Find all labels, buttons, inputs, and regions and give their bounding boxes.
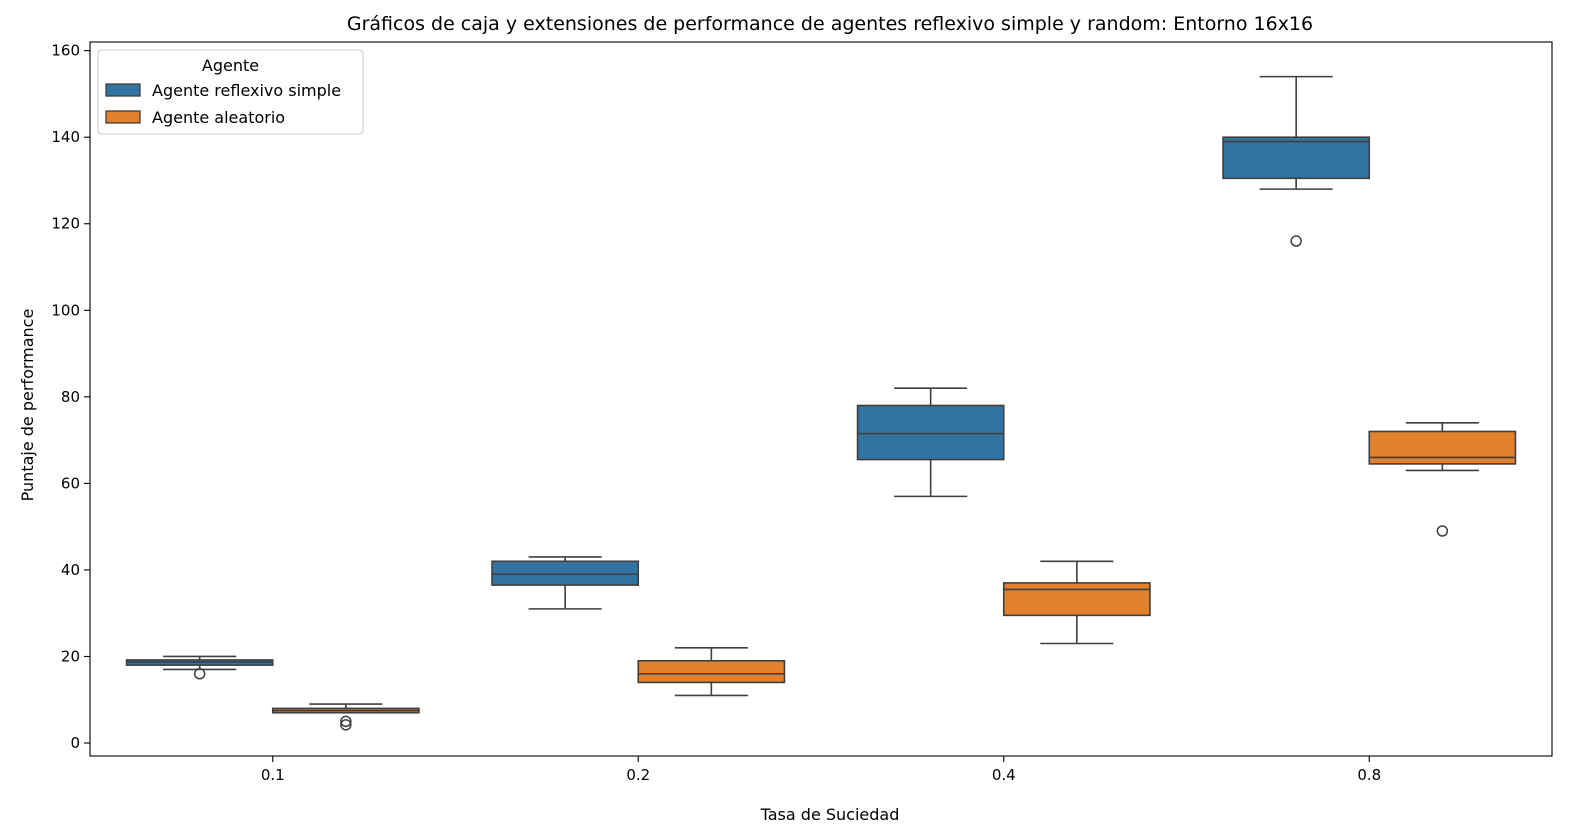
box-iqr <box>1368 430 1517 465</box>
x-axis-label: Tasa de Suciedad <box>760 805 900 824</box>
y-tick-label: 80 <box>61 388 80 406</box>
box-iqr <box>1222 136 1371 180</box>
x-tick-label: 0.4 <box>992 766 1016 784</box>
box-0.1 <box>271 703 420 731</box>
box-iqr <box>856 404 1005 461</box>
box-0.8 <box>1222 75 1371 247</box>
x-tick-label: 0.2 <box>626 766 650 784</box>
plot-area <box>125 75 1517 731</box>
y-tick-label: 100 <box>51 301 80 319</box>
chart-title: Gráficos de caja y extensiones de perfor… <box>347 13 1313 35</box>
x-tick-label: 0.8 <box>1357 766 1381 784</box>
legend-title: Agente <box>202 56 259 75</box>
outlier-point <box>340 719 352 731</box>
axes: 0 20 40 60 80 100 120 140 160 0.1 0.2 0.4 0.8 <box>51 41 1553 784</box>
y-tick-label: 40 <box>61 561 80 579</box>
legend: Agente Agente reflexivo simple Agente alea… <box>97 49 364 135</box>
plot-frame <box>89 41 1553 757</box>
x-tick-label: 0.1 <box>261 766 285 784</box>
legend-swatch <box>105 110 141 124</box>
legend-label: Agente aleatorio <box>152 108 285 127</box>
box-0.2 <box>637 647 786 697</box>
legend-frame <box>97 49 364 135</box>
box-0.4 <box>1002 560 1151 645</box>
outlier-point <box>1436 525 1449 537</box>
box-iqr <box>491 560 640 586</box>
y-tick-label: 160 <box>51 42 80 60</box>
box-0.8 <box>1368 421 1517 537</box>
legend-label: Agente reflexivo simple <box>152 81 341 100</box>
y-tick-label: 20 <box>61 647 80 665</box>
legend-item: Agente reflexivo simple <box>105 81 341 100</box>
y-tick-label: 0 <box>70 734 80 752</box>
legend-item: Agente aleatorio <box>105 108 285 127</box>
box-iqr <box>637 659 786 684</box>
y-tick-label: 120 <box>51 215 80 233</box>
box-iqr <box>1002 582 1151 617</box>
series-aleatorio <box>271 421 1517 731</box>
outlier-point <box>1290 235 1302 247</box>
y-axis-label: Puntaje de performance <box>18 309 37 502</box>
box-0.4 <box>856 387 1005 498</box>
y-tick-label: 60 <box>61 474 80 492</box>
y-tick-label: 140 <box>51 128 80 146</box>
outlier-point <box>193 668 206 680</box>
box-0.2 <box>491 556 640 610</box>
outlier-point <box>340 715 352 728</box>
series-reflexivo-simple <box>125 75 1371 680</box>
legend-swatch <box>105 83 141 97</box>
box-0.1 <box>125 655 274 680</box>
